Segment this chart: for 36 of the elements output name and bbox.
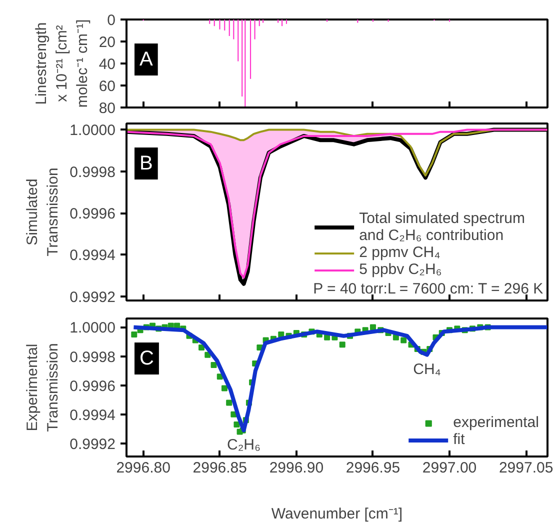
y-tick-label: 20	[98, 34, 116, 51]
annotation: A	[140, 48, 154, 70]
x-axis-title: Wavenumber [cm⁻¹]	[271, 506, 403, 522]
y-tick-label: 0.9998	[70, 164, 116, 181]
x-tick-label: 2997.05	[498, 460, 554, 476]
annotation: B	[140, 152, 153, 174]
y-tick-label: 0.9996	[70, 378, 116, 395]
y-tick-label: 0.9994	[70, 406, 116, 424]
x-tick-label: 2996.85	[192, 460, 248, 476]
y-tick-label: 0.9996	[70, 206, 116, 223]
y-axis-title: Linestrength x 10⁻²¹ [cm² molec⁻¹ cm⁻¹]	[33, 19, 91, 108]
legend-label: 2 ppmv CH₄	[359, 244, 440, 261]
legend-label: fit	[453, 431, 466, 448]
y-tick-label: 0.9992	[70, 288, 116, 306]
y-tick-label: 1.0000	[70, 122, 116, 140]
annotation: P = 40 torr:L = 7600 cm: T = 296 K	[313, 280, 544, 298]
y-tick-label: 0	[107, 12, 116, 29]
legend-label: Total simulated spectrum and C₂H₆ contribution	[359, 210, 525, 244]
x-tick-label: 2996.80	[116, 460, 170, 476]
y-tick-label: 80	[98, 100, 116, 117]
y-axis-title: Simulated Transmission	[24, 168, 62, 256]
y-axis-title: Experimental Transmission	[24, 343, 62, 432]
annotation: C₂H₆	[227, 436, 261, 454]
y-tick-label: 1.0000	[70, 320, 116, 337]
y-tick-label: 0.9992	[70, 436, 116, 453]
legend-label: experimental	[453, 414, 539, 431]
annotation: C	[140, 348, 154, 370]
annotation: CH₄	[413, 361, 441, 378]
y-tick-label: 40	[98, 56, 116, 73]
y-tick-label: 60	[98, 78, 116, 95]
y-tick-label: 0.9994	[70, 247, 116, 264]
x-tick-label: 2997.00	[422, 460, 477, 476]
x-tick-label: 2996.90	[269, 460, 324, 476]
x-tick-label: 2996.95	[346, 460, 400, 476]
legend-label: 5 ppbv C₂H₆	[359, 261, 442, 278]
y-tick-label: 0.9998	[70, 348, 116, 366]
